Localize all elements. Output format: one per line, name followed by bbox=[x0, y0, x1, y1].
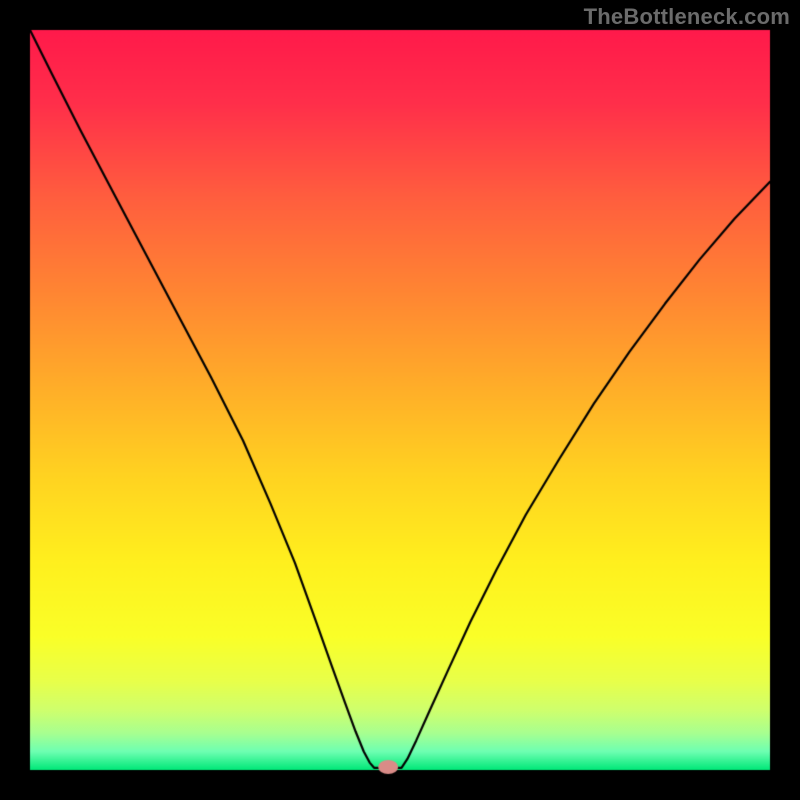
watermark-text: TheBottleneck.com bbox=[584, 4, 790, 30]
chart-container: TheBottleneck.com bbox=[0, 0, 800, 800]
bottleneck-chart-canvas bbox=[0, 0, 800, 800]
